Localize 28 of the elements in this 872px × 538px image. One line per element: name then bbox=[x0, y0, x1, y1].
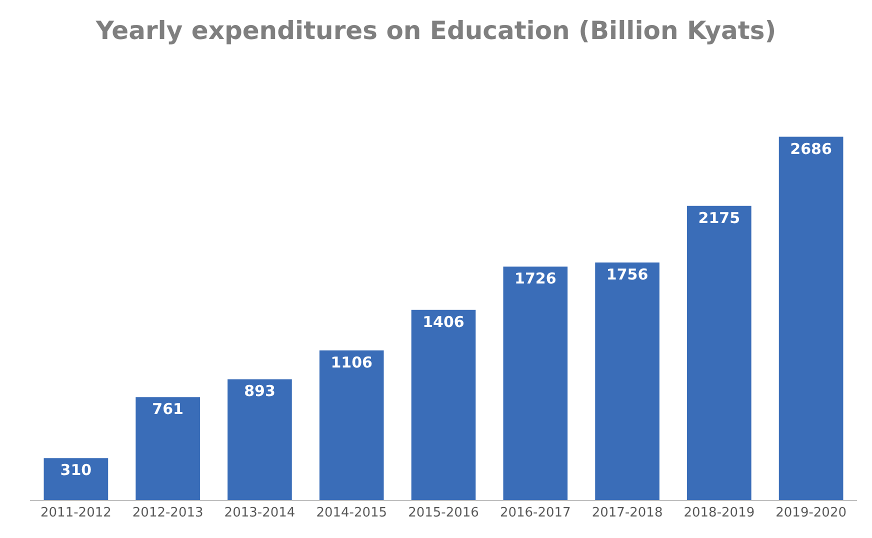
x-tick-label: 2013-2014 bbox=[224, 506, 296, 521]
bar bbox=[319, 350, 384, 500]
data-label: 761 bbox=[152, 400, 184, 418]
data-label: 1726 bbox=[514, 270, 556, 288]
x-tick-label: 2017-2018 bbox=[592, 506, 663, 521]
data-label: 2175 bbox=[698, 208, 740, 227]
data-label: 310 bbox=[60, 461, 92, 480]
bar bbox=[687, 206, 752, 500]
chart-title: Yearly expenditures on Education (Billion Kyats) bbox=[94, 16, 776, 46]
x-tick-label: 2015-2016 bbox=[408, 506, 479, 521]
bar bbox=[595, 262, 660, 500]
data-label: 1106 bbox=[330, 353, 372, 372]
bar bbox=[228, 379, 292, 500]
data-label: 1756 bbox=[606, 266, 648, 284]
x-tick-label: 2016-2017 bbox=[500, 506, 571, 521]
bar bbox=[503, 266, 568, 500]
x-tick-label: 2014-2015 bbox=[316, 506, 388, 521]
bar bbox=[778, 136, 844, 500]
bar bbox=[411, 310, 476, 500]
data-label: 893 bbox=[244, 382, 276, 400]
x-tick-label: 2012-2013 bbox=[132, 506, 204, 521]
x-tick-label: 2019-2020 bbox=[776, 506, 846, 521]
x-tick-label: 2011-2012 bbox=[40, 506, 112, 521]
bar bbox=[136, 397, 200, 500]
data-label: 2686 bbox=[790, 140, 832, 158]
data-label: 1406 bbox=[422, 312, 464, 331]
bar bbox=[44, 458, 108, 500]
x-tick-label: 2018-2019 bbox=[684, 506, 755, 521]
